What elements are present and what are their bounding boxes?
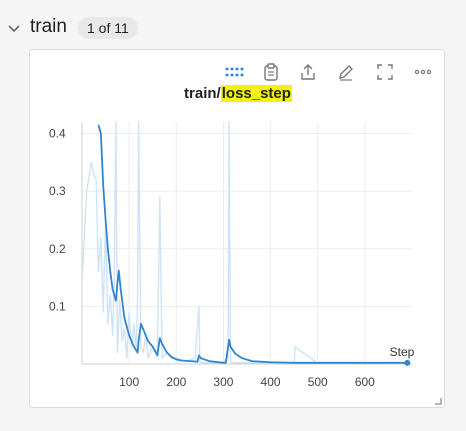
x-tick-label: 100 bbox=[119, 375, 139, 389]
share-icon[interactable] bbox=[298, 62, 318, 82]
y-tick-label: 0.1 bbox=[49, 299, 66, 313]
x-tick-label: 200 bbox=[166, 375, 186, 389]
last-point-marker bbox=[404, 359, 411, 366]
resize-handle-icon[interactable] bbox=[434, 397, 442, 405]
chart-title: train/loss_step bbox=[30, 85, 446, 102]
y-tick-label: 0.4 bbox=[49, 127, 66, 141]
panel-count-badge: 1 of 11 bbox=[78, 17, 138, 39]
smoothed-series-line bbox=[97, 124, 408, 364]
x-tick-label: 400 bbox=[261, 375, 281, 389]
chevron-down-icon[interactable] bbox=[6, 20, 22, 36]
more-icon[interactable] bbox=[413, 62, 433, 82]
x-tick-label: 500 bbox=[308, 375, 328, 389]
section-title: train bbox=[30, 16, 67, 37]
chart-title-prefix: train/ bbox=[184, 85, 221, 102]
edit-icon[interactable] bbox=[336, 62, 356, 82]
line-chart: 0.1 0.2 0.3 0.4 100 200 300 400 500 600 Step bbox=[49, 121, 415, 389]
x-axis-title: Step bbox=[390, 345, 415, 359]
y-tick-label: 0.3 bbox=[49, 184, 66, 198]
chart-panel: train/loss_step 0.1 0.2 0.3 0.4 100 200 300 400… bbox=[29, 49, 445, 408]
fullscreen-icon[interactable] bbox=[375, 62, 395, 82]
raw-series-line bbox=[82, 121, 408, 364]
drag-handle-icon[interactable] bbox=[225, 62, 245, 82]
clipboard-icon[interactable] bbox=[261, 62, 281, 82]
x-tick-label: 300 bbox=[213, 375, 233, 389]
chart-title-highlight: loss_step bbox=[220, 85, 292, 102]
y-tick-label: 0.2 bbox=[49, 242, 66, 256]
section-header: train 1 of 11 bbox=[0, 0, 466, 56]
x-tick-label: 600 bbox=[355, 375, 375, 389]
